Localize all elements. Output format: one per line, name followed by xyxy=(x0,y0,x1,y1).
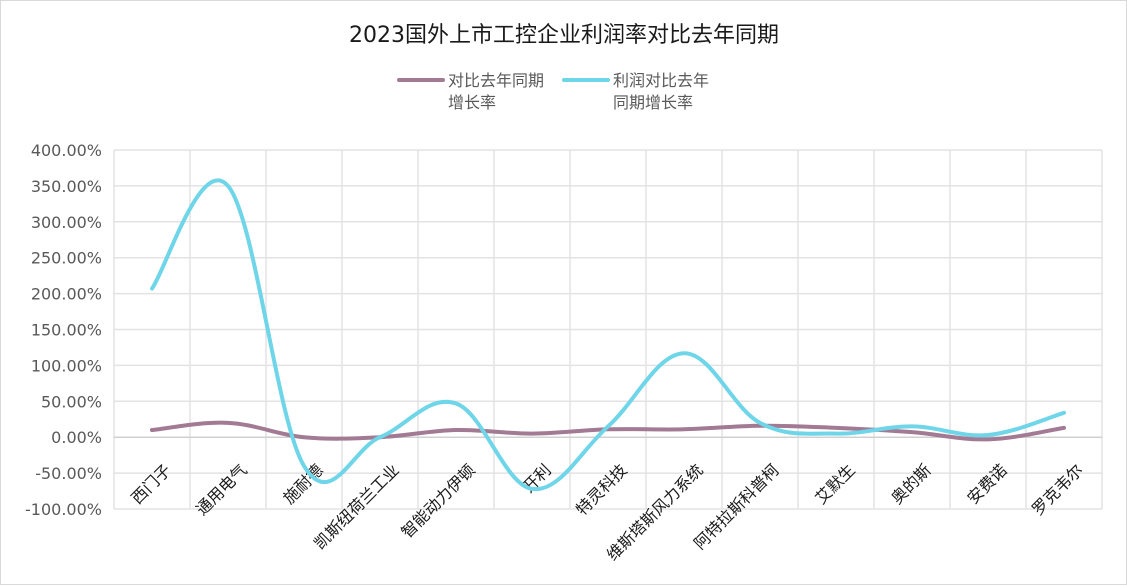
y-tick-label: 250.00% xyxy=(31,249,102,268)
y-tick-label: -50.00% xyxy=(35,464,102,483)
x-tick-label: 通用电气 xyxy=(192,460,251,519)
x-tick-label: 罗克韦尔 xyxy=(1028,460,1087,519)
y-tick-label: 350.00% xyxy=(31,177,102,196)
legend-label: 利润对比去年 xyxy=(613,71,709,90)
y-tick-label: -100.00% xyxy=(25,500,102,519)
y-tick-label: 50.00% xyxy=(41,392,102,411)
y-tick-label: 100.00% xyxy=(31,356,102,375)
series-line-1 xyxy=(150,420,1066,442)
chart-title: 2023国外上市工控企业利润率对比去年同期 xyxy=(349,23,779,48)
y-tick-label: 300.00% xyxy=(31,213,102,232)
legend-label: 对比去年同期 xyxy=(448,71,544,90)
series-lines xyxy=(150,178,1066,491)
x-tick-label: 西门子 xyxy=(127,460,174,507)
legend-label: 增长率 xyxy=(448,93,496,112)
y-tick-label: 150.00% xyxy=(31,321,102,340)
x-tick-label: 特灵科技 xyxy=(572,460,631,519)
y-axis: 400.00% 350.00% 300.00% 250.00% 200.00% 150.0… xyxy=(25,141,102,519)
y-tick-label: 200.00% xyxy=(31,285,102,304)
grid-lines xyxy=(113,149,1103,510)
series-line-2 xyxy=(150,178,1066,491)
y-tick-label: 400.00% xyxy=(31,141,102,160)
x-tick-label: 艾默生 xyxy=(811,460,858,507)
x-tick-label: 奥的斯 xyxy=(887,460,934,507)
y-tick-label: 0.00% xyxy=(51,428,102,447)
x-tick-label: 安费诺 xyxy=(963,460,1010,507)
legend-label: 同期增长率 xyxy=(613,93,693,112)
